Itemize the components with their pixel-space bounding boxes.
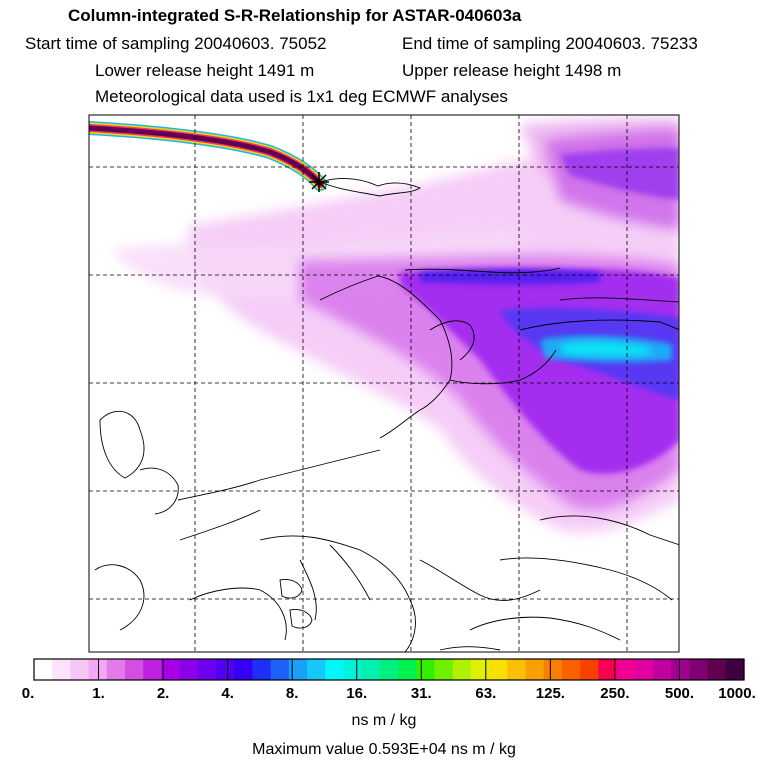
- plume-core-cyan: [540, 335, 672, 363]
- colorbar-label: 31.: [410, 685, 432, 702]
- colorbar-label: 4.: [221, 685, 234, 702]
- colorbar-swatch: [452, 659, 472, 680]
- colorbar-swatch: [88, 659, 108, 680]
- colorbar-swatch: [598, 659, 618, 680]
- colorbar-swatch: [416, 659, 436, 680]
- colorbar-label: 1.: [92, 685, 105, 702]
- colorbar-swatch: [725, 659, 745, 680]
- sensitivity-field: [89, 115, 679, 652]
- max-value-label: Maximum value 0.593E+04 ns m / kg: [252, 741, 516, 758]
- end-time-label: End time of sampling 20040603. 75233: [402, 34, 698, 53]
- colorbar-swatch: [270, 659, 290, 680]
- colorbar-swatch: [489, 659, 508, 680]
- colorbar-swatch: [398, 659, 417, 680]
- colorbar-swatch: [580, 659, 599, 680]
- colorbar-swatch: [288, 659, 308, 680]
- colorbar-swatch: [343, 659, 363, 680]
- colorbar-label: 250.: [600, 685, 630, 702]
- colorbar-swatch: [671, 659, 690, 680]
- colorbar-label: 500.: [664, 685, 695, 702]
- colorbar-swatch: [707, 659, 727, 680]
- colorbar-swatch: [361, 659, 381, 680]
- colorbar-label: 125.: [535, 685, 565, 702]
- upper-height-label: Upper release height 1498 m: [402, 61, 622, 80]
- colorbar-swatch: [379, 659, 399, 680]
- colorbar-swatch: [106, 659, 126, 680]
- met-data-label: Meteorological data used is 1x1 deg ECMW…: [95, 87, 508, 106]
- colorbar-swatch: [52, 659, 72, 680]
- colorbar-swatch: [34, 659, 53, 680]
- colorbar-frame: [33, 658, 745, 681]
- colorbar-swatch: [616, 659, 636, 680]
- units-label: ns m / kg: [351, 712, 417, 729]
- colorbar-swatch: [307, 659, 326, 680]
- colorbar-swatch: [234, 659, 254, 680]
- colorbar-label: 63.: [475, 685, 497, 702]
- colorbar-swatch: [561, 659, 581, 680]
- colorbar-label: 8.: [285, 685, 299, 702]
- plume-release-track: [89, 121, 327, 191]
- colorbar-swatch: [179, 659, 199, 680]
- release-site-marker: [309, 172, 329, 192]
- map-frame: [88, 114, 680, 653]
- colorbar-label: 0.: [21, 685, 35, 702]
- colorbar-swatch: [689, 659, 709, 680]
- colorbar-swatch: [143, 659, 163, 680]
- colorbar-label: 2.: [156, 685, 170, 702]
- colorbar-swatch: [652, 659, 672, 680]
- colorbar-label: 1000.: [718, 685, 756, 702]
- colorbar-swatch: [507, 659, 527, 680]
- colorbar-label: 16.: [346, 685, 368, 702]
- colorbar-swatch: [161, 659, 181, 680]
- colorbar-swatch: [325, 659, 345, 680]
- plot-title: Column-integrated S-R-Relationship for A…: [68, 6, 522, 25]
- start-time-label: Start time of sampling 20040603. 75052: [25, 34, 327, 53]
- colorbar-swatch: [434, 659, 454, 680]
- lower-height-label: Lower release height 1491 m: [95, 61, 315, 80]
- colorbar: [34, 659, 745, 680]
- colorbar-swatch: [125, 659, 144, 680]
- colorbar-swatch: [252, 659, 272, 680]
- colorbar-swatch: [525, 659, 545, 680]
- colorbar-swatch: [470, 659, 490, 680]
- graticule: [89, 115, 679, 652]
- colorbar-swatch: [634, 659, 654, 680]
- colorbar-swatch: [197, 659, 217, 680]
- colorbar-swatch: [216, 659, 235, 680]
- colorbar-swatch: [543, 659, 563, 680]
- colorbar-swatch: [70, 659, 90, 680]
